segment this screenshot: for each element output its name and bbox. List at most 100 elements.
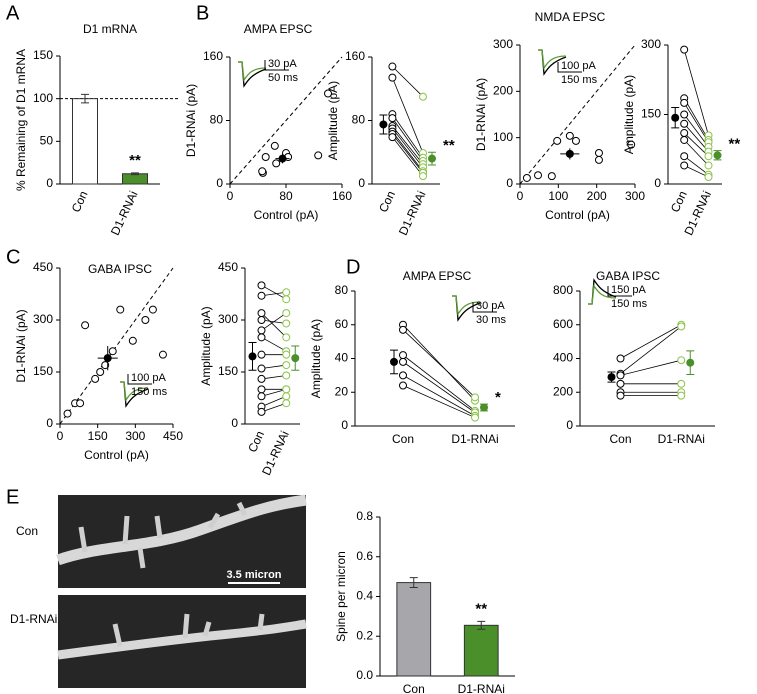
scale-bar — [127, 374, 152, 385]
point — [282, 350, 291, 359]
mean-point — [480, 403, 488, 412]
x-tick-label: 450 — [163, 429, 183, 443]
chart-title: GABA IPSC — [596, 269, 660, 283]
pair-line — [261, 312, 287, 331]
y-tick-label: 0 — [341, 418, 348, 432]
x-tick-label: 0 — [57, 429, 64, 443]
y-tick-label: 0.0 — [356, 668, 373, 682]
x-tick-label: Con — [245, 429, 267, 455]
y-tick-label: 0.6 — [356, 549, 373, 563]
point — [257, 326, 266, 335]
x-tick-label: 0 — [517, 189, 524, 203]
trace — [452, 295, 481, 316]
chart-title: D1 mRNA — [83, 22, 137, 36]
pair-line — [261, 388, 287, 397]
point — [680, 161, 689, 170]
point — [388, 73, 397, 82]
pair-line — [402, 324, 476, 401]
scale-bar — [557, 62, 582, 73]
chart-title: AMPA EPSC — [244, 22, 313, 36]
y-axis-label: Amplitude (pA) — [199, 306, 213, 385]
y-tick-label: 80 — [335, 283, 349, 297]
point — [680, 152, 689, 161]
y-tick-label: 0 — [506, 176, 513, 190]
y-axis-label: Amplitude (pA) — [326, 81, 340, 160]
y-tick-label: 200 — [553, 384, 573, 398]
point — [128, 336, 137, 345]
point — [257, 281, 266, 290]
pair-line — [620, 324, 682, 359]
image-label: D1-RNAi — [10, 612, 57, 626]
y-tick-label: 0 — [654, 176, 661, 190]
y-tick-label: 800 — [553, 283, 573, 297]
point — [680, 119, 689, 128]
trace — [238, 61, 267, 82]
pair-line — [392, 117, 424, 162]
point — [116, 305, 125, 314]
point — [594, 148, 603, 157]
pair-line — [261, 312, 287, 338]
chart-title: GABA IPSC — [88, 262, 152, 276]
point — [419, 92, 427, 101]
point — [680, 45, 689, 54]
y-tick-label: 150 — [641, 107, 661, 121]
chart-title: AMPA EPSC — [403, 269, 472, 283]
pair-line — [392, 77, 424, 154]
point — [257, 316, 266, 324]
trace — [452, 295, 481, 322]
point — [261, 153, 270, 162]
pair-line — [392, 131, 424, 172]
point — [704, 173, 713, 182]
pair-line — [392, 125, 424, 165]
spines — [112, 613, 265, 647]
point — [148, 305, 157, 314]
point — [282, 309, 291, 318]
x-tick-label: D1-RNAi — [108, 189, 141, 238]
y-tick-label: 200 — [493, 84, 513, 98]
mean-point — [565, 149, 574, 158]
y-tick-label: 0 — [46, 416, 53, 430]
y-tick-label: 100 — [33, 91, 53, 105]
x-tick-label: Con — [609, 432, 631, 446]
pair-line — [683, 49, 709, 136]
y-tick-label: 0 — [358, 176, 365, 190]
point — [565, 131, 574, 140]
mean-point — [686, 358, 695, 367]
x-tick-label: D1-RNAi — [658, 432, 705, 446]
y-tick-label: 150 — [33, 364, 53, 378]
pair-line — [683, 132, 709, 157]
point — [419, 172, 427, 181]
pair-line — [402, 329, 476, 398]
x-tick-label: Con — [668, 189, 690, 215]
point — [282, 399, 291, 408]
y-tick-label: 450 — [33, 260, 53, 274]
pair-line — [402, 354, 476, 412]
point — [81, 321, 90, 330]
point — [91, 374, 100, 383]
pair-line — [392, 128, 424, 168]
point — [680, 110, 689, 119]
identity-line — [229, 56, 343, 185]
y-tick-label: 160 — [203, 49, 223, 63]
point — [680, 135, 689, 144]
y-tick-label: 80 — [352, 113, 366, 127]
point — [680, 98, 689, 107]
point — [96, 368, 105, 376]
y-tick-label: 300 — [218, 312, 238, 326]
scale-bar-label: 150 ms — [561, 74, 598, 86]
bar — [122, 173, 148, 185]
y-tick-label: 0 — [566, 418, 573, 432]
pair-line — [402, 385, 476, 418]
y-axis-label: Amplitude (pA) — [309, 319, 323, 398]
mean-point — [428, 154, 436, 163]
point — [108, 347, 117, 356]
point — [257, 392, 266, 401]
y-tick-label: 0 — [231, 416, 238, 430]
point — [399, 381, 407, 390]
point — [677, 322, 686, 331]
trace — [238, 61, 267, 88]
image-label: Con — [16, 524, 38, 538]
point — [141, 316, 150, 324]
pair-line — [261, 284, 287, 300]
